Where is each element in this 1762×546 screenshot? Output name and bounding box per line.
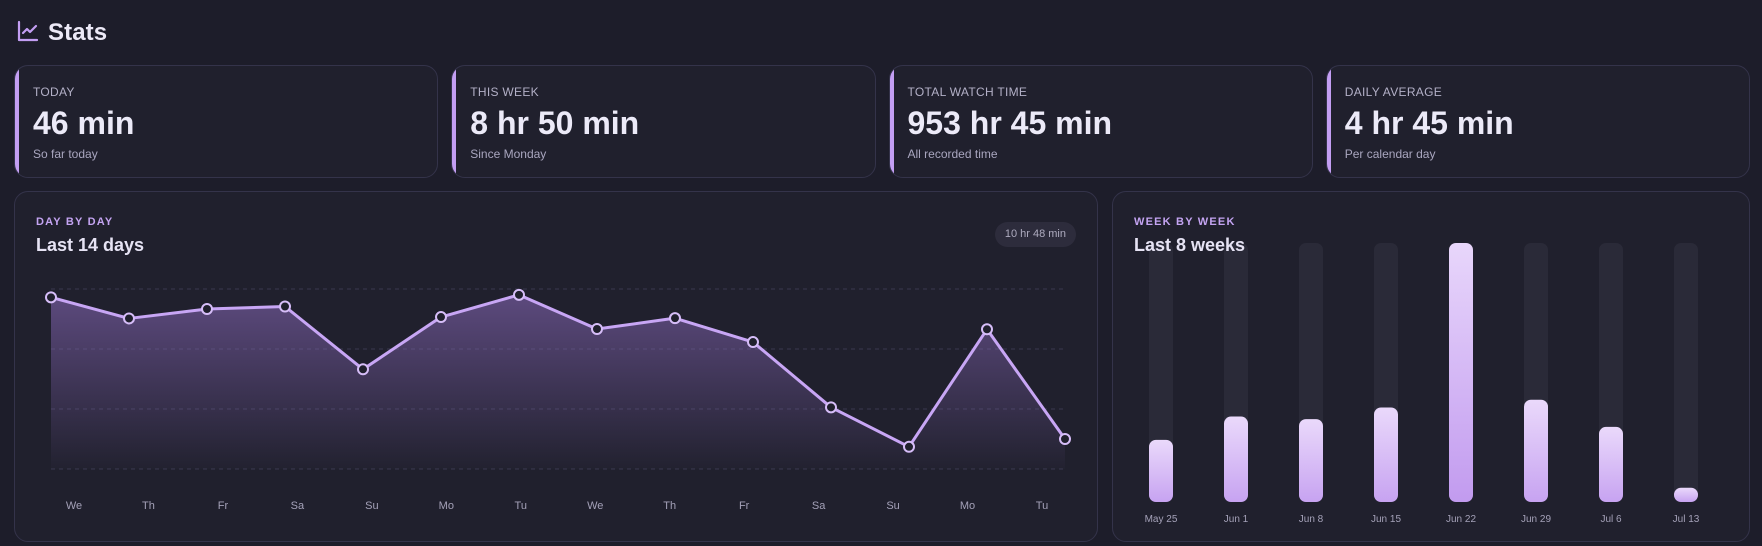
daily-title: Last 14 days <box>36 235 145 255</box>
stat-cards: TODAY 46 min So far today THIS WEEK 8 hr… <box>14 65 1750 178</box>
daily-eyebrow: DAY BY DAY <box>36 216 114 228</box>
weekly-title: Last 8 weeks <box>1134 235 1246 255</box>
bar <box>1674 487 1698 502</box>
data-point <box>123 312 135 325</box>
stat-card-this-week: THIS WEEK 8 hr 50 min Since Monday <box>451 65 876 178</box>
x-tick-label: Jun 29 <box>1521 514 1551 525</box>
x-tick-label: Mo <box>960 500 975 512</box>
weekly-chart-panel: May 25 Jun 1 Jun 8 Jun 15 Jun 22 Jun 29 Jul 6 J… <box>1112 191 1750 542</box>
bar <box>1599 426 1623 502</box>
page-title: Stats <box>48 19 108 46</box>
stat-subtext: So far today <box>33 147 98 161</box>
bar <box>1149 439 1173 502</box>
stat-subtext: All recorded time <box>907 147 998 161</box>
series-line <box>50 293 1067 449</box>
x-tick-label: Th <box>142 500 155 512</box>
series-area <box>51 294 1065 469</box>
data-point <box>1059 433 1071 445</box>
data-point <box>279 300 291 313</box>
x-tick-label: Su <box>365 500 378 512</box>
page-header: Stats <box>16 18 107 48</box>
x-tick-label: Jul 6 <box>1600 514 1622 525</box>
daily-max-badge: 10 hr 48 min <box>994 222 1076 247</box>
data-point <box>45 291 57 304</box>
data-point <box>591 323 603 335</box>
stat-card-today: TODAY 46 min So far today <box>14 65 439 178</box>
x-tick-label: Fr <box>739 500 750 512</box>
x-tick-label: Jun 15 <box>1371 514 1401 525</box>
x-tick-label: We <box>66 500 82 512</box>
x-tick-label: Tu <box>515 500 527 512</box>
daily-chart-panel: We Th Fr Sa Su Mo Tu We Th Fr Sa Su Mo Tu DAY BY DAY … <box>14 191 1098 542</box>
x-tick-label: May 25 <box>1145 514 1178 525</box>
x-tick-label: Fr <box>218 500 229 512</box>
x-tick-label: Jun 1 <box>1224 514 1249 525</box>
stat-subtext: Since Monday <box>470 147 547 161</box>
data-point <box>825 401 837 414</box>
bar <box>1449 243 1473 502</box>
stat-label: DAILY AVERAGE <box>1344 85 1443 99</box>
data-point <box>747 336 759 349</box>
stat-value: 953 hr 45 min <box>907 105 1113 141</box>
data-point <box>357 363 369 376</box>
bar <box>1299 419 1323 502</box>
x-tick-label: Mo <box>439 500 454 512</box>
data-point <box>201 303 213 315</box>
stat-card-total-watch-time: TOTAL WATCH TIME 953 hr 45 min All recor… <box>888 65 1313 178</box>
x-tick-label: Jun 8 <box>1299 514 1324 525</box>
bar-track <box>1674 243 1698 502</box>
bar-track <box>1149 243 1173 502</box>
x-tick-label: Jun 22 <box>1446 514 1476 525</box>
x-tick-label: Th <box>663 500 676 512</box>
bar <box>1374 407 1398 502</box>
stat-card-daily-average: DAILY AVERAGE 4 hr 45 min Per calendar d… <box>1325 65 1750 178</box>
x-tick-label: Sa <box>291 500 305 512</box>
stat-label: TODAY <box>33 85 75 99</box>
data-point <box>669 312 681 325</box>
data-point <box>513 288 525 301</box>
weekly-bar-chart: May 25 Jun 1 Jun 8 Jun 15 Jun 22 Jun 29 Jul 6 J… <box>1145 243 1700 525</box>
chart-line-icon <box>16 19 40 48</box>
x-tick-label: Jul 13 <box>1673 514 1700 525</box>
stat-value: 46 min <box>33 105 135 141</box>
stat-value: 4 hr 45 min <box>1344 105 1514 141</box>
stat-label: TOTAL WATCH TIME <box>907 85 1028 99</box>
x-tick-label: Su <box>886 500 899 512</box>
x-tick-label: Tu <box>1036 500 1048 512</box>
stat-subtext: Per calendar day <box>1344 147 1436 161</box>
stat-label: THIS WEEK <box>470 85 539 99</box>
bar <box>1524 399 1548 502</box>
weekly-eyebrow: WEEK BY WEEK <box>1134 216 1236 228</box>
x-tick-label: Sa <box>812 500 826 512</box>
bar <box>1224 416 1248 502</box>
data-point <box>903 440 915 453</box>
data-point <box>981 323 993 336</box>
data-point <box>435 311 447 324</box>
x-tick-label: We <box>587 500 603 512</box>
daily-line-chart: We Th Fr Sa Su Mo Tu We Th Fr Sa Su Mo Tu <box>45 288 1071 512</box>
stat-value: 8 hr 50 min <box>470 105 640 141</box>
